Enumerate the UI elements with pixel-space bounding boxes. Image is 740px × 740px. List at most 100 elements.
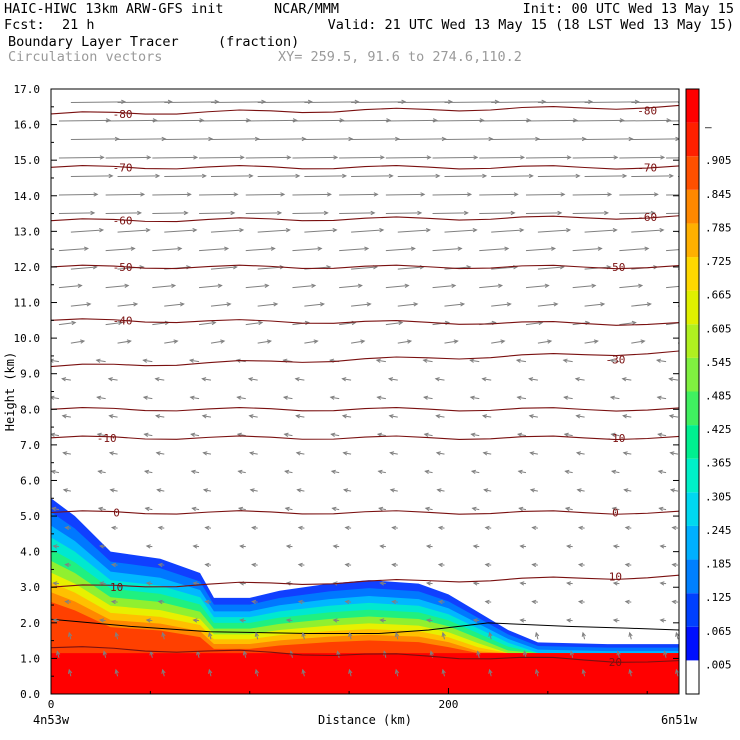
vector-arrow (525, 156, 571, 159)
vector-arrowhead (173, 339, 179, 344)
vector-arrowhead (611, 506, 617, 512)
vector-arrowhead (332, 581, 338, 586)
vector-arrow (108, 378, 118, 381)
vector-arrow (210, 229, 244, 233)
vector-arrowhead (388, 414, 394, 419)
vector-arrow (144, 470, 153, 474)
vector-arrow (189, 359, 200, 363)
vector-arrowhead (448, 99, 454, 105)
vector-arrowhead (145, 544, 151, 549)
vector-arrow (249, 415, 258, 418)
vector-arrowhead (224, 246, 230, 251)
vector-arrow (105, 119, 157, 122)
vector-arrow (105, 193, 145, 196)
vector-arrowhead (413, 302, 419, 307)
y-tick-label: 5.0 (20, 510, 40, 523)
vector-arrow (390, 489, 398, 492)
vector-arrowhead (541, 99, 547, 105)
vector-arrowhead (295, 414, 301, 419)
vector-arrowhead (292, 118, 298, 123)
vector-arrowhead (488, 631, 493, 637)
vector-arrow (245, 212, 281, 215)
vector-arrowhead (110, 525, 117, 531)
vector-arrowhead (609, 358, 615, 363)
vector-arrowhead (528, 414, 534, 419)
vector-arrow (285, 470, 293, 474)
vector-arrow (210, 175, 253, 178)
vector-arrowhead (406, 339, 413, 344)
x-tick-label: 200 (439, 698, 459, 711)
vector-arrow (525, 321, 543, 326)
vector-arrow (330, 396, 340, 400)
vector-arrowhead (675, 136, 679, 142)
vector-arrowhead (285, 581, 291, 586)
vector-arrow (619, 284, 643, 289)
vector-arrow (292, 247, 322, 252)
vector-arrow (619, 321, 636, 326)
vector-arrow (377, 433, 386, 437)
colorbar-cell (686, 290, 699, 325)
vector-arrowhead (659, 544, 665, 549)
vector-arrow (385, 119, 437, 122)
vector-arrowhead (395, 136, 401, 142)
vector-arrowhead (248, 451, 255, 456)
vector-arrow (572, 284, 596, 289)
vector-arrow (537, 303, 558, 307)
vector-arrowhead (607, 192, 613, 197)
vector-arrowhead (86, 302, 92, 307)
vector-arrowhead (266, 339, 272, 344)
vector-arrowhead (422, 358, 428, 363)
vector-arrow (385, 284, 409, 289)
vector-arrowhead (557, 210, 563, 216)
vector-arrow (577, 489, 585, 492)
vector-arrowhead (236, 395, 242, 400)
vector-arrowhead (145, 618, 151, 623)
colorbar-cell (686, 122, 699, 157)
temperature-label: -30 (605, 353, 625, 366)
vector-arrowhead (285, 228, 291, 233)
vector-arrow (237, 396, 246, 400)
vector-arrowhead (204, 562, 210, 568)
vector-arrowhead (118, 320, 124, 326)
y-tick-label: 7.0 (20, 439, 40, 452)
vector-arrow (164, 229, 197, 233)
vector-arrow (257, 138, 306, 141)
vector-arrowhead (640, 339, 646, 344)
vector-arrowhead (273, 302, 279, 307)
vector-arrowhead (157, 525, 163, 531)
vector-arrow (435, 378, 445, 381)
vector-arrowhead (394, 668, 400, 674)
vector-arrowhead (564, 506, 570, 512)
vector-arrowhead (425, 544, 432, 549)
vector-arrow (210, 138, 259, 141)
vector-arrowhead (64, 525, 70, 531)
vector-arrow (564, 396, 573, 400)
vector-arrowhead (682, 100, 686, 103)
vector-arrowhead (484, 599, 490, 605)
vector-arrowhead (441, 668, 446, 674)
vector-arrowhead (188, 358, 195, 363)
vector-arrowhead (179, 302, 185, 307)
vector-arrow (619, 212, 655, 215)
vector-arrowhead (51, 358, 54, 363)
vector-arrowhead (517, 432, 523, 437)
vector-arrow (479, 119, 531, 122)
vector-arrowhead (391, 562, 397, 568)
vector-arrow (432, 119, 484, 122)
vector-arrowhead (575, 451, 582, 456)
vector-arrow (63, 489, 71, 492)
vector-arrow (432, 156, 478, 159)
vector-arrowhead (423, 395, 429, 400)
vector-arrow (537, 266, 564, 270)
tracer-band (51, 653, 679, 694)
vector-arrowhead (142, 395, 148, 400)
vector-arrowhead (628, 668, 633, 674)
vector-arrow (530, 452, 538, 455)
vector-arrow (471, 470, 480, 474)
vector-arrow (351, 101, 406, 104)
vector-arrowhead (619, 118, 625, 123)
vector-arrowhead (52, 581, 58, 586)
y-tick-label: 12.0 (14, 261, 41, 274)
vector-arrow (63, 452, 71, 455)
vector-arrowhead (83, 246, 90, 251)
